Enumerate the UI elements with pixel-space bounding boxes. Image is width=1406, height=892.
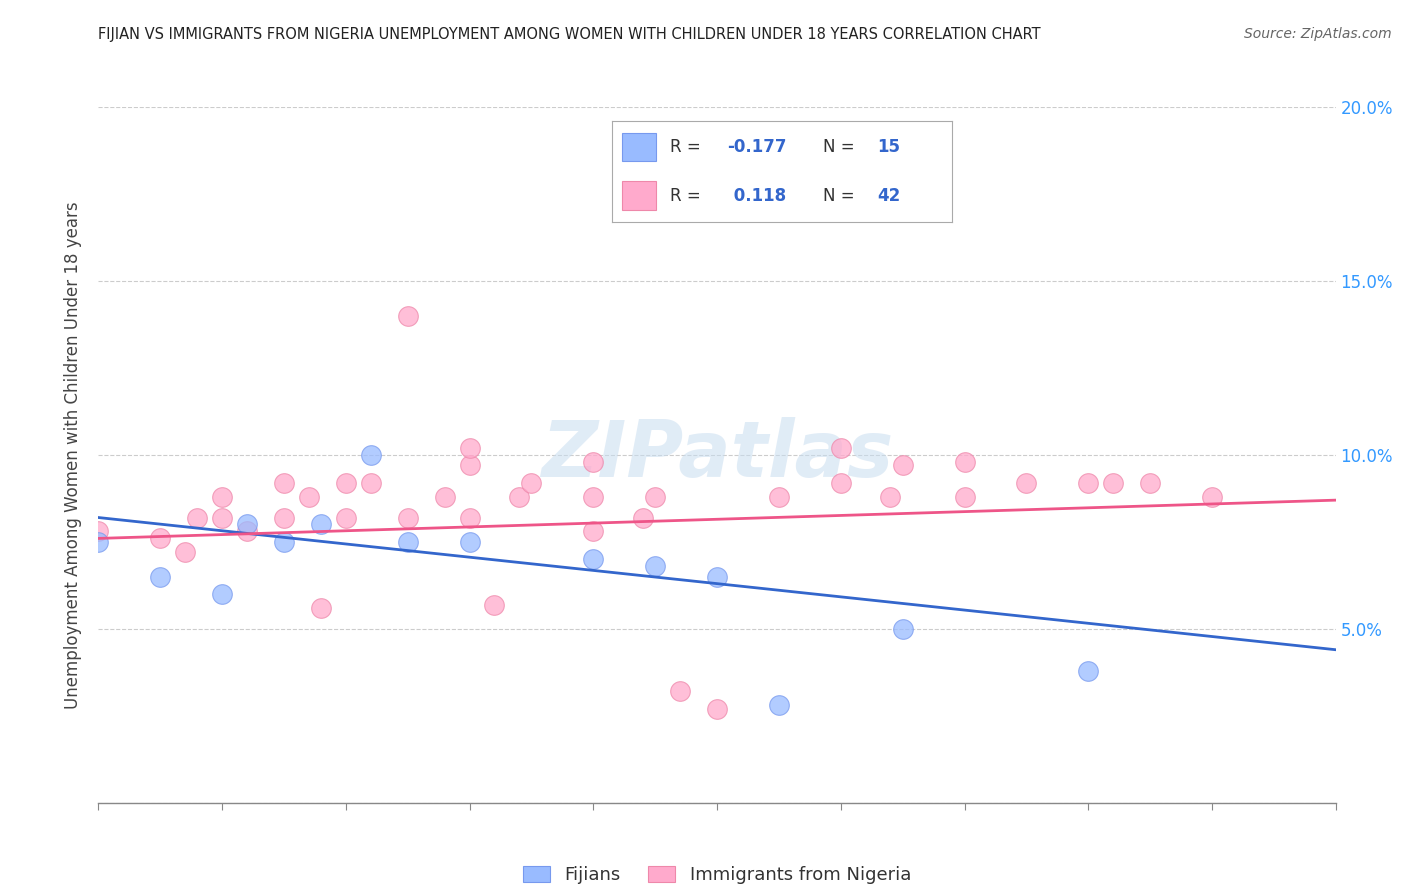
Point [149,570,172,584]
Point [396,510,419,524]
Point [236,517,259,532]
Point [644,559,666,574]
Point [508,490,530,504]
Point [768,698,790,713]
Point [1015,475,1038,490]
Point [149,532,172,546]
Point [211,587,233,601]
Point [87,524,110,539]
Point [309,517,332,532]
Point [1201,490,1223,504]
Point [236,524,259,539]
Point [458,510,481,524]
Point [273,510,295,524]
Point [360,475,382,490]
Point [706,702,728,716]
Point [433,490,456,504]
Point [273,475,295,490]
Point [309,601,332,615]
Y-axis label: Unemployment Among Women with Children Under 18 years: Unemployment Among Women with Children U… [65,201,83,709]
Point [582,524,605,539]
Point [1102,475,1125,490]
Point [879,490,901,504]
Point [669,684,692,698]
Point [830,475,852,490]
Text: ZIPatlas: ZIPatlas [541,417,893,493]
Point [520,475,543,490]
Point [458,534,481,549]
Point [1077,475,1099,490]
Point [953,490,976,504]
Point [768,490,790,504]
Point [631,510,654,524]
Point [953,455,976,469]
Point [273,534,295,549]
Text: Source: ZipAtlas.com: Source: ZipAtlas.com [1244,27,1392,41]
Point [298,490,321,504]
Point [211,490,233,504]
Point [1077,664,1099,678]
Point [644,490,666,504]
Point [396,534,419,549]
Point [87,534,110,549]
Point [706,570,728,584]
Point [830,441,852,455]
Point [211,510,233,524]
Point [458,441,481,455]
Point [186,510,208,524]
Text: FIJIAN VS IMMIGRANTS FROM NIGERIA UNEMPLOYMENT AMONG WOMEN WITH CHILDREN UNDER 1: FIJIAN VS IMMIGRANTS FROM NIGERIA UNEMPL… [98,27,1040,42]
Point [396,309,419,323]
Point [174,545,197,559]
Point [335,510,357,524]
Point [582,552,605,566]
Point [360,448,382,462]
Point [582,455,605,469]
Point [891,622,914,636]
Point [484,598,506,612]
Point [458,458,481,473]
Point [582,490,605,504]
Point [891,458,914,473]
Point [1139,475,1161,490]
Point [335,475,357,490]
Legend: Fijians, Immigrants from Nigeria: Fijians, Immigrants from Nigeria [523,866,911,884]
